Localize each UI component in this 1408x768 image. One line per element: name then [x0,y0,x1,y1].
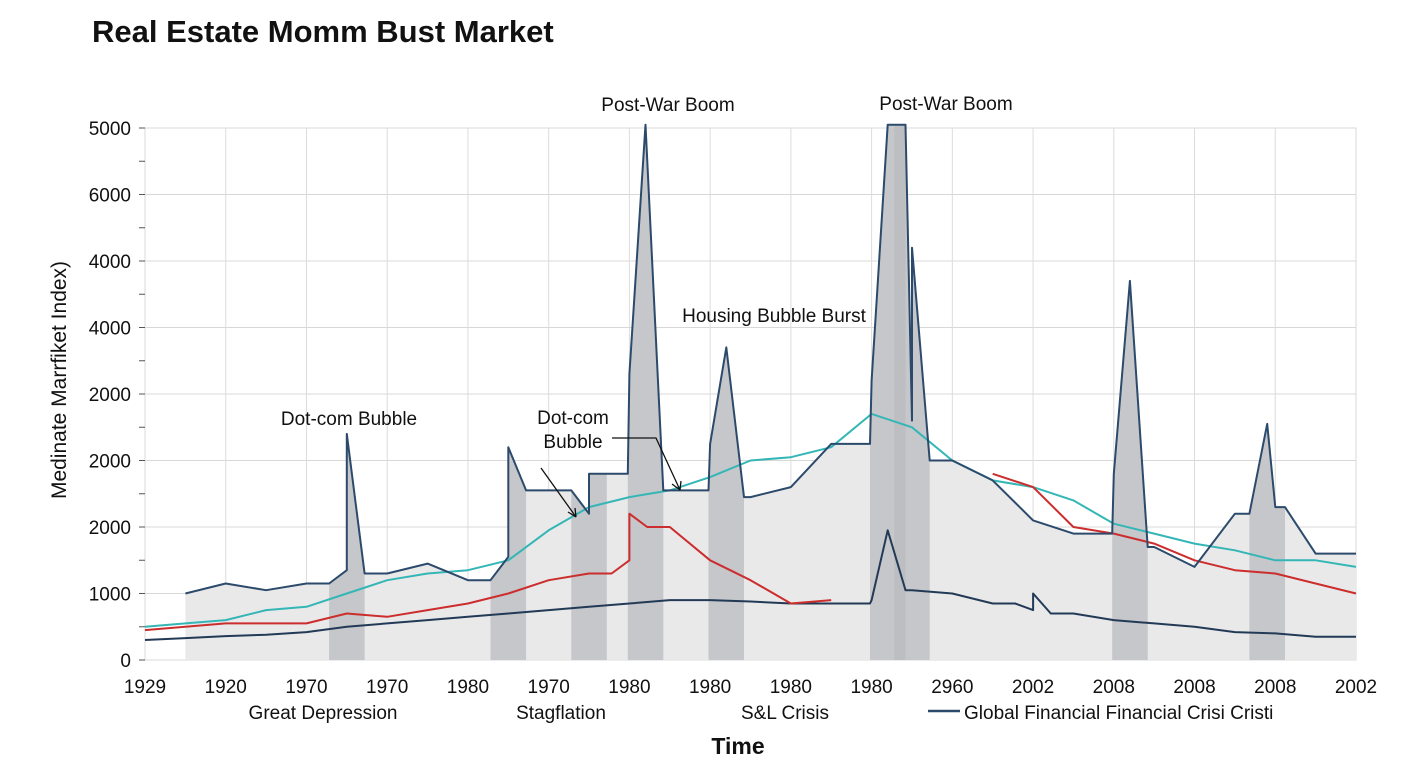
y-tick-label: 4000 [89,252,131,273]
axis-labels: 0 1000 2000 2000 2000 4000 4000 6000 5000 1929 192… [48,119,1377,759]
x-tick-label: 1980 [850,677,892,698]
annotation: Post-War Boom [879,94,1012,115]
y-tick-label: 5000 [89,119,131,140]
era-label: Great Depression [249,703,398,724]
era-label: Stagflation [516,703,606,724]
annotation: Housing Bubble Burst [682,306,866,327]
x-tick-label: 1970 [366,677,408,698]
series-line-2 [144,512,832,632]
x-tick-label: 1970 [285,677,327,698]
x-tick-label: 1929 [124,677,166,698]
annotation: Post-War Boom [601,95,734,116]
arrow-head [567,507,577,518]
x-tick-label: 1980 [447,677,489,698]
y-tick-label: 1000 [89,585,131,606]
x-axis-title: Time [711,733,764,759]
peak-shading [1112,280,1148,660]
annotations: Post-War Boom Post-War Boom Dot-com Bubble… [281,94,1013,518]
x-tick-label: 2002 [1012,677,1054,698]
peak-shading [1249,423,1285,660]
era-label: S&L Crisis [741,703,829,724]
x-tick-label: 1980 [608,677,650,698]
series-line-0 [185,123,1356,595]
x-tick-label: 1980 [689,677,731,698]
x-tick-label: 1980 [770,677,812,698]
y-tick-label: 2000 [89,452,131,473]
x-tick-label: 2002 [1335,677,1377,698]
y-axis-title: Medinate Marrfiket Index) [48,261,71,499]
arrow-head [671,480,682,491]
y-tick-label: 2000 [89,518,131,539]
legend-label: Global Financial Financial Crisi Cristi [964,703,1273,724]
annotation: Dot-com [537,408,609,429]
y-tick-label: 2000 [89,385,131,406]
series-line-1 [144,412,1357,628]
y-tick-label: 4000 [89,319,131,340]
series-lines [144,123,1357,641]
x-tick-label: 2008 [1254,677,1296,698]
x-tick-label: 2960 [931,677,973,698]
peak-shading [894,124,930,660]
legend: Global Financial Financial Crisi Cristi [928,703,1273,724]
peak-shading [571,473,607,660]
filled-areas [185,124,1356,660]
x-tick-label: 2008 [1173,677,1215,698]
annotation: Dot-com Bubble [281,409,417,430]
y-tick-label: 6000 [89,186,131,207]
x-tick-label: 1920 [205,677,247,698]
series-line-2 [992,472,1357,595]
x-tick-label: 1970 [528,677,570,698]
series-line-3 [144,529,1356,641]
annotation: Bubble [543,432,602,453]
x-tick-label: 2008 [1093,677,1135,698]
annotation-arrow [540,467,577,518]
y-tick-label: 0 [120,651,131,672]
chart-title: Real Estate Momm Bust Market [92,14,554,49]
annotation-arrow [612,437,681,491]
